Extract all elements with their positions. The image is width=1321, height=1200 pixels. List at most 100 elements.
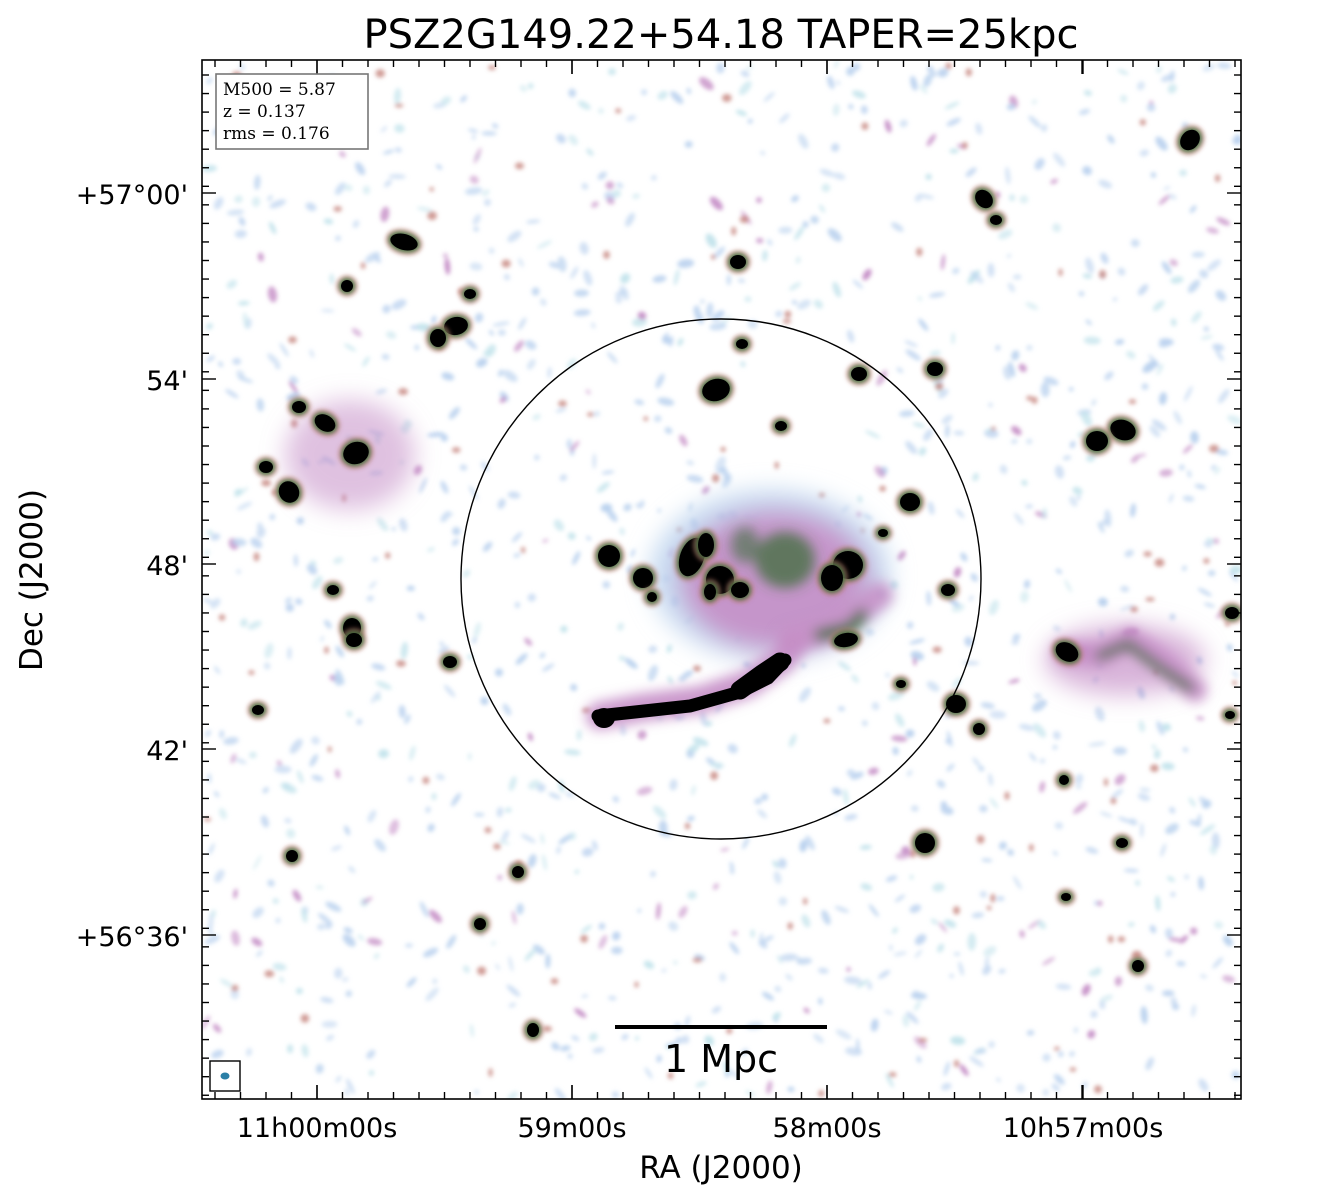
noise-blob: [1097, 597, 1108, 607]
noise-blob: [1011, 350, 1020, 361]
noise-peak: [1150, 764, 1159, 772]
noise-blob: [1042, 956, 1056, 966]
noise-blob: [1170, 318, 1177, 327]
noise-blob: [930, 918, 938, 925]
noise-blob: [912, 990, 920, 998]
noise-blob: [740, 1048, 749, 1056]
noise-blob: [675, 1036, 683, 1045]
noise-blob: [548, 792, 561, 800]
noise-blob: [1094, 706, 1105, 722]
noise-blob: [789, 282, 801, 291]
noise-blob: [1052, 730, 1061, 740]
noise-blob: [399, 518, 408, 532]
noise-blob: [1235, 133, 1240, 139]
noise-blob: [237, 300, 250, 306]
noise-blob: [923, 428, 933, 442]
compact-source: [730, 255, 746, 269]
noise-peak: [918, 1038, 928, 1043]
noise-blob: [301, 907, 308, 923]
noise-blob: [1202, 63, 1216, 72]
noise-blob: [1161, 762, 1175, 771]
noise-blob: [756, 237, 764, 244]
noise-blob: [1023, 579, 1031, 589]
noise-blob: [371, 663, 386, 671]
noise-blob: [999, 464, 1008, 474]
noise-peak: [990, 426, 996, 431]
noise-blob: [917, 193, 935, 200]
noise-blob: [1051, 1083, 1060, 1092]
noise-blob: [451, 538, 460, 547]
noise-blob: [919, 84, 928, 94]
noise-blob: [583, 269, 593, 286]
noise-blob: [677, 259, 695, 268]
y-tick-label: 48': [146, 551, 188, 582]
noise-blob: [542, 663, 555, 672]
noise-peak: [879, 485, 886, 492]
noise-blob: [803, 1007, 810, 1014]
noise-blob: [554, 1087, 566, 1099]
noise-blob: [1113, 746, 1127, 755]
noise-blob: [284, 597, 293, 604]
noise-blob: [989, 797, 999, 809]
noise-blob: [213, 665, 221, 675]
noise-blob: [896, 367, 904, 374]
noise-blob: [492, 123, 499, 129]
noise-blob: [1041, 124, 1048, 133]
compact-source: [474, 918, 486, 930]
noise-blob: [448, 406, 460, 420]
noise-blob: [1129, 818, 1138, 826]
noise-blob: [257, 252, 264, 262]
noise-blob: [480, 696, 489, 706]
noise-blob: [234, 229, 247, 239]
noise-blob: [975, 122, 983, 135]
noise-blob: [343, 927, 353, 934]
noise-blob: [576, 729, 582, 741]
noise-blob: [1073, 1027, 1078, 1033]
noise-blob: [284, 818, 292, 824]
noise-blob: [391, 527, 396, 532]
noise-blob: [406, 585, 415, 592]
noise-blob: [334, 967, 343, 979]
noise-blob: [321, 1020, 338, 1028]
noise-blob: [1006, 253, 1012, 258]
noise-blob: [382, 304, 391, 314]
noise-blob: [1014, 678, 1019, 683]
noise-blob: [1181, 565, 1187, 571]
noise-blob: [1182, 444, 1193, 454]
noise-blob: [891, 735, 908, 742]
axis-ticks: [202, 60, 1241, 1099]
noise-blob: [574, 289, 589, 297]
noise-blob: [1169, 806, 1176, 814]
noise-blob: [309, 753, 318, 767]
noise-blob: [1165, 928, 1173, 939]
noise-blob: [206, 77, 213, 85]
compact-source: [698, 533, 714, 557]
noise-blob: [1028, 115, 1042, 128]
noise-blob: [351, 328, 362, 337]
noise-blob: [626, 567, 630, 573]
noise-blob: [686, 474, 704, 483]
noise-blob: [946, 117, 961, 127]
noise-blob: [398, 704, 406, 719]
noise-blob: [275, 917, 281, 924]
noise-blob: [655, 373, 665, 389]
noise-blob: [272, 962, 287, 971]
noise-blob: [372, 557, 379, 562]
noise-blob: [578, 100, 591, 110]
noise-blob: [507, 491, 521, 499]
noise-blob: [1137, 284, 1149, 296]
noise-blob: [905, 440, 918, 455]
noise-blob: [279, 976, 284, 983]
noise-peak: [692, 957, 703, 963]
noise-blob: [394, 124, 405, 133]
noise-blob: [441, 372, 455, 381]
noise-blob: [515, 653, 528, 665]
noise-blob: [918, 447, 927, 456]
noise-blob: [941, 414, 953, 424]
noise-peak: [684, 822, 691, 830]
noise-blob: [756, 197, 762, 203]
noise-blob: [1041, 507, 1047, 520]
noise-blob: [579, 241, 589, 255]
noise-peak: [1031, 396, 1038, 404]
noise-blob: [943, 1061, 950, 1077]
